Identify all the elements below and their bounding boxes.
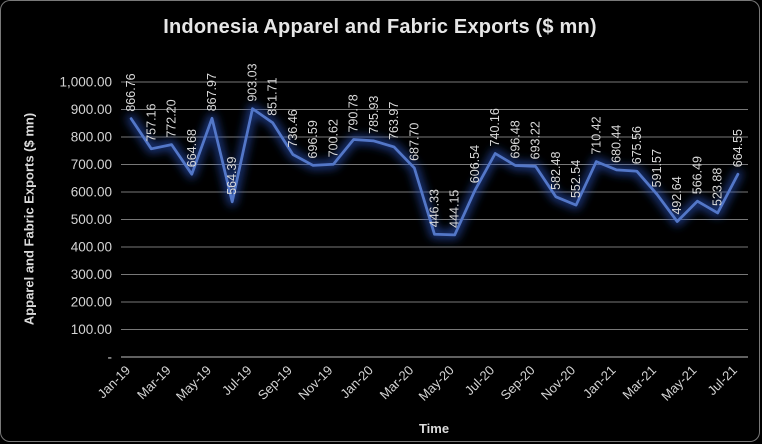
y-tick-label: 100.00: [71, 322, 112, 337]
data-label: 903.03: [245, 63, 259, 101]
x-tick-label: Mar-19: [134, 363, 174, 403]
x-tick-label: Jul-19: [219, 363, 255, 399]
data-label: 866.76: [124, 73, 138, 111]
x-tick-label: Jan-20: [337, 363, 376, 402]
data-label: 523.88: [711, 168, 725, 206]
data-label: 696.48: [508, 120, 522, 158]
x-tick-label: Jan-19: [95, 363, 134, 402]
y-tick-label: 800.00: [71, 130, 112, 145]
x-tick-label: Sep-20: [498, 363, 538, 403]
data-label: 772.20: [165, 99, 179, 137]
x-tick-label: May-19: [173, 363, 214, 404]
data-label: 700.62: [326, 119, 340, 157]
data-label: 444.15: [448, 190, 462, 228]
data-label: 687.70: [407, 123, 421, 161]
data-label: 763.97: [387, 102, 401, 140]
data-label: 785.93: [367, 96, 381, 134]
y-tick-label: -: [108, 350, 113, 365]
data-label: 664.55: [731, 129, 745, 167]
y-tick-label: 300.00: [71, 267, 112, 282]
y-tick-label: 900.00: [71, 102, 112, 117]
data-label: 710.42: [589, 116, 603, 154]
x-tick-label: Jul-20: [462, 363, 498, 399]
data-label: 790.78: [347, 94, 361, 132]
y-tick-label: 700.00: [71, 157, 112, 172]
data-label: 582.48: [549, 152, 563, 190]
chart-title: Indonesia Apparel and Fabric Exports ($ …: [163, 16, 597, 38]
data-label: 693.22: [529, 121, 543, 159]
series-line: [129, 107, 740, 237]
data-label: 851.71: [266, 77, 280, 115]
x-tick-label: May-21: [658, 363, 699, 404]
data-label: 492.64: [670, 176, 684, 214]
x-tick-label: May-20: [416, 363, 457, 404]
data-label: 591.57: [650, 149, 664, 187]
data-label: 664.68: [185, 129, 199, 167]
x-axis-title: Time: [418, 421, 450, 436]
y-tick-label: 400.00: [71, 240, 112, 255]
x-tick-label: Jan-21: [580, 363, 619, 402]
data-label: 736.46: [286, 109, 300, 147]
y-tick-label: 200.00: [71, 295, 112, 310]
data-label: 564.39: [225, 157, 239, 195]
y-tick-label: 500.00: [71, 212, 112, 227]
x-tick-label: Mar-20: [377, 363, 417, 403]
data-label: 757.16: [144, 104, 158, 142]
y-tick-label: 600.00: [71, 185, 112, 200]
data-label: 680.44: [610, 125, 624, 163]
x-tick-label: Sep-19: [255, 363, 295, 403]
data-label: 696.59: [306, 120, 320, 158]
y-tick-label: 1,000.00: [59, 75, 112, 90]
x-tick-label: Jul-21: [704, 363, 740, 399]
data-label: 606.54: [468, 145, 482, 183]
data-label: 740.16: [488, 108, 502, 146]
x-tick-label: Mar-21: [619, 363, 659, 403]
data-label: 675.56: [630, 126, 644, 164]
data-label: 552.54: [569, 160, 583, 198]
data-label: 446.33: [428, 189, 442, 227]
data-label: 566.49: [690, 156, 704, 194]
x-tick-label: Nov-20: [538, 363, 578, 403]
x-tick-label: Nov-19: [295, 363, 335, 403]
data-label: 867.97: [205, 73, 219, 111]
